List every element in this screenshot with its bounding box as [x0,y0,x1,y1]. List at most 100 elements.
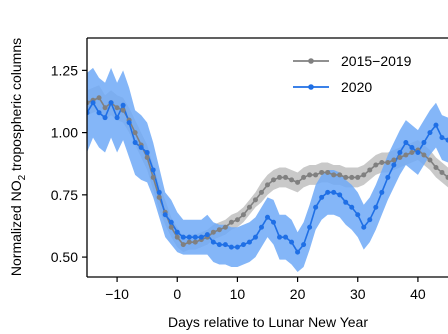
series-2015-2019-point [361,172,367,178]
series-2015-2019-point [186,239,192,245]
series-2015-2019-point [391,157,397,163]
series-2020-point [156,189,162,195]
series-2020-point [174,229,180,235]
series-2020-point [397,150,403,156]
series-2020-point [409,145,415,151]
series-2015-2019-point [234,217,240,223]
series-2020-point [373,204,379,210]
x-tick-label: 40 [410,286,426,302]
legend-label-2020: 2020 [341,79,372,95]
series-2020-point [367,217,373,223]
series-2020-point [331,189,337,195]
series-2015-2019-point [313,172,319,178]
series-2020-point [325,189,331,195]
y-tick-label: 0.50 [51,249,78,265]
x-tick-label: 10 [230,286,246,302]
series-2020-point [313,204,319,210]
series-2020-point [168,219,174,225]
series-2015-2019-point [433,164,439,170]
x-axis-title: Days relative to Lunar New Year [168,314,368,330]
series-2015-2019-point [319,169,325,175]
series-2020-point [301,242,307,248]
series-2020-point [246,239,252,245]
series-2015-2019-point [445,174,448,180]
legend-entry-2015-2019: 2015−2019 [293,53,412,69]
series-2020-point [307,224,313,230]
series-2020-point [445,137,448,143]
series-2015-2019-point [144,155,150,160]
series-2015-2019-point [258,189,264,195]
series-2020-point [114,115,120,121]
series-2020-point [126,120,132,126]
legend-marker-2015-2019 [308,58,314,64]
confidence-bands [87,67,448,273]
series-2015-2019-point [222,224,228,230]
series-2015-2019-point [240,212,246,218]
series-2020-point [138,145,144,151]
series-2015-2019-point [325,169,331,175]
series-2015-2019-point [355,174,361,180]
series-2020-point [180,234,186,240]
series-2020-point [216,242,222,248]
series-2015-2019-point [228,219,234,225]
legend-label-2015-2019: 2015−2019 [341,53,412,69]
series-2020-point [361,224,367,230]
series-2020-point [289,239,295,245]
y-axis-ticks: 0.50 0.75 1.00 1.25 [51,62,87,265]
series-2015-2019-point [331,172,337,178]
y-axis-title: Normalized NO2 tropospheric columns [8,38,28,276]
series-2020-point [277,234,283,240]
series-2015-2019-point [114,105,120,111]
series-2020-point [433,122,439,128]
series-markers [87,95,448,255]
x-tick-label: 20 [290,286,306,302]
series-2020-point [427,130,433,136]
y-tick-label: 1.25 [51,62,78,78]
series-2020-point [283,234,289,240]
series-2015-2019-point [439,169,445,175]
series-2020-point [343,199,349,205]
series-2015-2019-point [216,227,222,233]
series-2020-point [198,234,204,240]
series-2020-point [403,140,409,146]
legend-entry-2020: 2020 [293,79,372,95]
series-2020-point [132,140,138,146]
series-2020-point [252,234,258,240]
series-2020-point [222,242,228,248]
y-tick-label: 1.00 [51,125,78,141]
series-2015-2019-point [180,242,186,248]
series-2020-point [234,244,240,250]
series-2020-point [210,239,216,245]
y-axis-title-main: Normalized NO [8,180,24,276]
legend-marker-2020 [308,84,314,90]
series-2020-point [355,212,361,218]
series-2015-2019-point [168,224,174,230]
series-2020-point [265,214,270,220]
series-2020-point [228,244,234,250]
series-2015-2019-point [343,174,349,180]
series-2020-point [144,150,150,156]
series-2015-2019-point [421,152,427,158]
series-2015-2019-point [409,150,415,156]
x-tick-label: 0 [173,286,181,302]
x-tick-label: 30 [350,286,366,302]
series-2015-2019-point [102,105,108,111]
legend: 2015−2019 2020 [293,53,412,95]
series-2020-point [150,167,156,173]
y-tick-label: 0.75 [51,187,78,203]
series-2020-point [421,140,427,146]
series-2020-point [108,100,114,106]
x-tick-label: −10 [105,286,129,302]
series-2015-2019-point [265,182,270,188]
series-2015-2019-point [295,179,301,185]
series-2015-2019-point [150,174,156,180]
series-2020-point [337,192,343,198]
series-2020-point [295,249,301,255]
series-2020-point [391,162,397,168]
series-2015-2019-point [246,204,252,210]
series-2020-point [258,224,264,230]
series-2015-2019-point [252,197,258,203]
series-2020-point [96,110,102,116]
series-2020-point [192,234,198,240]
